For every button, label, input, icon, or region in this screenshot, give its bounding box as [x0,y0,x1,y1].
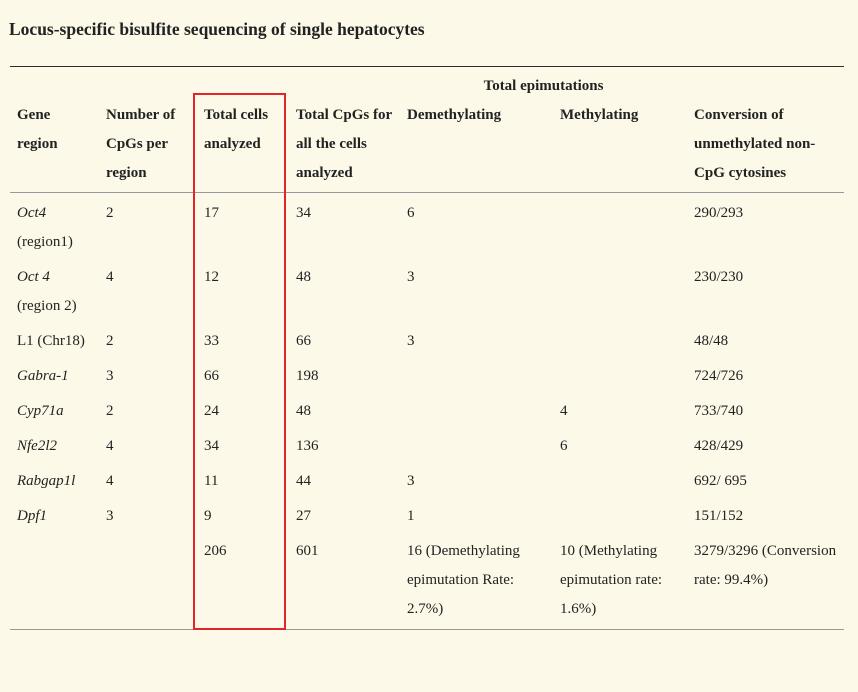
gene-name: Dpf1 [17,508,47,524]
cells-cell: 34 [204,438,219,454]
cells-cell: 24 [204,403,219,419]
gene-name: Nfe2l2 [17,438,57,454]
cpgs-cell: 4 [106,473,114,489]
gene-region-header: Gene region [10,101,99,193]
totals-total-cpgs-cell: 601 [289,533,400,630]
totals-gene-cell [10,533,99,630]
cpgs-cell: 2 [106,403,114,419]
total-cpgs-cell: 27 [296,508,311,524]
methylating-cell: 6 [560,438,568,454]
gene-name: L1 (Chr18) [17,333,85,349]
demethylating-cell [400,428,553,463]
cells-cell: 9 [204,508,212,524]
totals-demethylating-cell: 16 (Demethylating epimutation Rate: 2.7%… [400,533,553,630]
cpgs-cell: 2 [106,205,114,221]
demethylating-cell: 1 [407,508,415,524]
methylating-cell [553,358,687,393]
table-row: Dpf1 3 9 27 1 151/152 [10,498,844,533]
conversion-cell: 230/230 [694,269,744,285]
methylating-cell [553,259,687,323]
table-row: Gabra-1 3 66 198 724/726 [10,358,844,393]
total-cpgs-cell: 48 [296,269,311,285]
gene-name: Oct4 [17,205,47,221]
gene-name: Rabgap1l [17,473,76,489]
cpgs-per-region-header: Number of CpGs per region [99,101,197,193]
methylating-cell [553,323,687,358]
group-spacer [10,66,400,101]
gene-suffix: (region 2) [17,298,77,314]
conversion-cell: 733/740 [694,403,744,419]
table-row: Nfe2l2 4 34 136 6 428/429 [10,428,844,463]
conversion-cell: 48/48 [694,333,729,349]
cells-cell: 33 [204,333,219,349]
total-cpgs-cell: 34 [296,205,311,221]
gene-suffix: (region1) [17,234,73,250]
conversion-cell: 692/ 695 [694,473,747,489]
totals-cpgs-cell [99,533,197,630]
demethylating-cell: 3 [407,269,415,285]
conversion-cell: 290/293 [694,205,744,221]
table-row: Cyp71a 2 24 48 4 733/740 [10,393,844,428]
table-row: L1 (Chr18) 2 33 66 3 48/48 [10,323,844,358]
demethylating-cell: 6 [407,205,415,221]
cpgs-cell: 4 [106,438,114,454]
gene-cell: L1 (Chr18) [10,323,99,358]
conversion-cell: 151/152 [694,508,744,524]
conversion-header: Conversion of unmethylated non-CpG cytos… [687,101,845,193]
total-cpgs-cell: 66 [296,333,311,349]
cpgs-cell: 3 [106,508,114,524]
demethylating-cell [400,393,553,428]
conversion-cell: 428/429 [694,438,744,454]
group-spacer-right [687,66,845,101]
cpgs-cell: 2 [106,333,114,349]
gene-name: Oct 4 [17,269,50,285]
total-cpgs-cell: 44 [296,473,311,489]
gene-cell: Oct 4 (region 2) [10,259,99,323]
table-row: Oct4 (region1) 2 17 34 6 290/293 [10,193,844,260]
group-header-row: Total epimutations [10,66,845,101]
total-cpgs-header: Total CpGs for all the cells analyzed [289,101,400,193]
methylating-cell: 4 [560,403,568,419]
demethylating-cell [400,358,553,393]
gene-cell: Rabgap1l [10,463,99,498]
totals-row: 206 601 16 (Demethylating epimutation Ra… [10,533,845,630]
methylating-cell [553,498,687,533]
total-cpgs-cell: 198 [296,368,319,384]
gene-name: Cyp71a [17,403,64,419]
gene-cell: Oct4 (region1) [10,193,99,260]
methylating-cell [553,193,687,260]
total-cpgs-cell: 136 [296,438,319,454]
totals-cells-cell: 206 [197,533,289,630]
total-cpgs-cell: 48 [296,403,311,419]
total-cells-header: Total cells analyzed [197,101,289,193]
cells-cell: 12 [204,269,219,285]
methylating-cell [553,463,687,498]
totals-methylating-cell: 10 (Methylating epimutation rate: 1.6%) [553,533,688,630]
table-row: Rabgap1l 4 11 44 3 692/ 695 [10,463,844,498]
gene-cell: Nfe2l2 [10,428,99,463]
epimutation-table: Total epimutations Gene region Number of… [10,66,845,630]
table-title: Locus-specific bisulfite sequencing of s… [9,19,425,39]
demethylating-cell: 3 [407,333,415,349]
total-epimutations-header: Total epimutations [400,66,688,101]
totals-conversion-cell: 3279/3296 (Conversion rate: 99.4%) [687,533,845,630]
cells-cell: 66 [204,368,219,384]
column-header-row: Gene region Number of CpGs per region To… [10,101,845,193]
methylating-header: Methylating [553,101,688,193]
gene-cell: Cyp71a [10,393,99,428]
conversion-cell: 724/726 [694,368,744,384]
demethylating-header: Demethylating [400,101,553,193]
table-row: Oct 4 (region 2) 4 12 48 3 230/230 [10,259,844,323]
demethylating-cell: 3 [407,473,415,489]
cells-cell: 11 [204,473,219,489]
gene-cell: Dpf1 [10,498,99,533]
gene-cell: Gabra-1 [10,358,99,393]
cells-cell: 17 [204,205,219,221]
cpgs-cell: 4 [106,269,114,285]
cpgs-cell: 3 [106,368,114,384]
gene-name: Gabra-1 [17,368,69,384]
